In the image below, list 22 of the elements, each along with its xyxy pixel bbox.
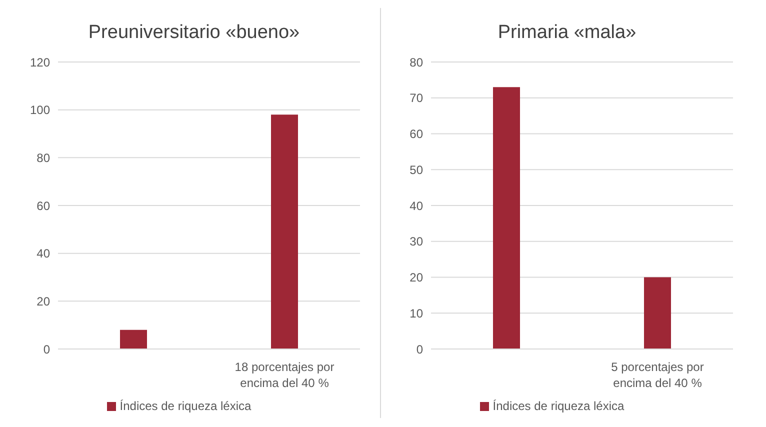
y-tick-label: 60 xyxy=(410,127,424,142)
chart-title: Preuniversitario «bueno» xyxy=(88,22,300,45)
legend-label: Índices de riqueza léxica xyxy=(120,399,252,413)
y-tick-label: 80 xyxy=(36,150,50,165)
y-tick-label: 0 xyxy=(416,342,424,356)
y-tick-label: 70 xyxy=(410,91,424,106)
y-tick-label: 40 xyxy=(410,198,424,213)
legend-label: Índices de riqueza léxica xyxy=(492,399,624,413)
y-tick-label: 10 xyxy=(410,306,424,320)
x-tick-label: 18 porcentajes por encima del 40 % xyxy=(234,360,334,390)
y-tick-label: 40 xyxy=(36,246,50,261)
y-tick-label: 30 xyxy=(410,234,424,249)
y-tick-label: 100 xyxy=(30,103,50,118)
y-tick-label: 60 xyxy=(36,198,50,213)
y-tick-label: 20 xyxy=(410,270,424,285)
y-tick-label: 0 xyxy=(43,342,50,356)
y-tick-label: 80 xyxy=(410,55,424,70)
chart-title: Primaria «mala» xyxy=(498,22,636,45)
y-tick-label: 50 xyxy=(410,162,424,177)
x-tick-label: 5 porcentajes por encima del 40 % xyxy=(611,360,704,390)
y-tick-label: 20 xyxy=(36,294,50,308)
y-tick-label: 120 xyxy=(30,55,50,70)
